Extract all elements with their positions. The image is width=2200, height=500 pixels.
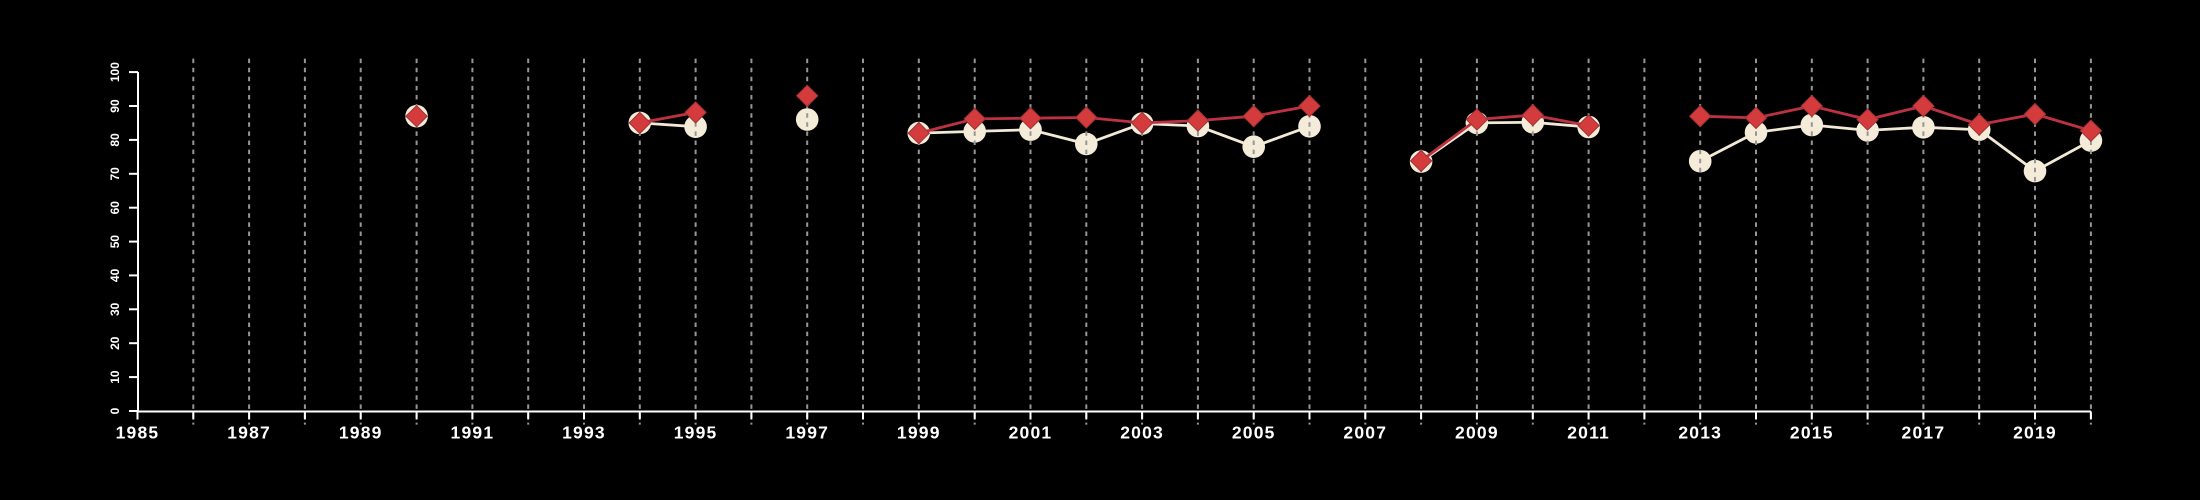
svg-text:0: 0 xyxy=(108,407,122,414)
svg-text:70: 70 xyxy=(108,167,122,181)
svg-text:1993: 1993 xyxy=(562,423,606,443)
svg-text:2009: 2009 xyxy=(1455,423,1499,443)
svg-text:40: 40 xyxy=(108,268,122,282)
svg-text:2013: 2013 xyxy=(1678,423,1722,443)
svg-text:10: 10 xyxy=(108,370,122,384)
svg-text:100: 100 xyxy=(108,62,122,82)
svg-text:1989: 1989 xyxy=(339,423,383,443)
svg-text:1999: 1999 xyxy=(897,423,941,443)
svg-text:20: 20 xyxy=(108,336,122,350)
svg-text:2001: 2001 xyxy=(1009,423,1053,443)
svg-text:80: 80 xyxy=(108,133,122,147)
svg-text:1987: 1987 xyxy=(227,423,271,443)
svg-text:2007: 2007 xyxy=(1343,423,1387,443)
svg-text:2017: 2017 xyxy=(1902,423,1946,443)
svg-text:60: 60 xyxy=(108,201,122,215)
svg-text:1985: 1985 xyxy=(116,423,160,443)
svg-text:2003: 2003 xyxy=(1120,423,1164,443)
svg-text:2019: 2019 xyxy=(2013,423,2057,443)
svg-text:50: 50 xyxy=(108,235,122,249)
svg-text:1991: 1991 xyxy=(451,423,495,443)
svg-text:1997: 1997 xyxy=(785,423,829,443)
svg-text:2005: 2005 xyxy=(1232,423,1276,443)
svg-text:30: 30 xyxy=(108,302,122,316)
svg-text:90: 90 xyxy=(108,99,122,113)
svg-text:2015: 2015 xyxy=(1790,423,1834,443)
svg-text:2011: 2011 xyxy=(1567,423,1610,443)
svg-text:1995: 1995 xyxy=(674,423,718,443)
